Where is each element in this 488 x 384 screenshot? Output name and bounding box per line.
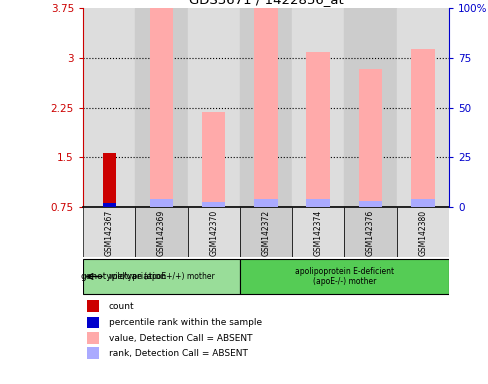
Bar: [240, 8, 292, 207]
Bar: [359, 201, 382, 207]
Text: GSM142369: GSM142369: [157, 210, 166, 256]
Bar: [306, 51, 330, 207]
Bar: [187, 207, 240, 257]
Bar: [411, 199, 435, 207]
Text: rank, Detection Call = ABSENT: rank, Detection Call = ABSENT: [109, 349, 247, 358]
Bar: [83, 259, 240, 294]
Text: percentile rank within the sample: percentile rank within the sample: [109, 318, 262, 327]
Bar: [397, 8, 449, 207]
Bar: [83, 207, 135, 257]
Bar: [345, 207, 397, 257]
Text: GSM142380: GSM142380: [418, 210, 427, 256]
Text: genotype/variation: genotype/variation: [81, 272, 166, 281]
Text: GSM142367: GSM142367: [104, 210, 114, 256]
Bar: [87, 300, 100, 312]
Bar: [83, 8, 135, 207]
Bar: [254, 199, 278, 207]
Text: value, Detection Call = ABSENT: value, Detection Call = ABSENT: [109, 334, 252, 343]
Bar: [187, 8, 240, 207]
Title: GDS3671 / 1422856_at: GDS3671 / 1422856_at: [188, 0, 344, 7]
Bar: [102, 154, 116, 207]
Bar: [87, 347, 100, 359]
Bar: [240, 259, 449, 294]
Text: apolipoprotein E-deficient
(apoE-/-) mother: apolipoprotein E-deficient (apoE-/-) mot…: [295, 267, 394, 286]
Bar: [345, 8, 397, 207]
Bar: [397, 207, 449, 257]
Bar: [135, 207, 187, 257]
Bar: [292, 207, 345, 257]
Text: count: count: [109, 301, 134, 311]
Bar: [135, 8, 187, 207]
Bar: [359, 69, 382, 207]
Bar: [150, 199, 173, 207]
Text: GSM142370: GSM142370: [209, 210, 218, 256]
Bar: [202, 202, 225, 207]
Bar: [87, 316, 100, 328]
Text: GSM142374: GSM142374: [314, 210, 323, 256]
Bar: [102, 203, 116, 207]
Bar: [202, 111, 225, 207]
Bar: [254, 0, 278, 207]
Bar: [411, 49, 435, 207]
Text: wildtype (apoE+/+) mother: wildtype (apoE+/+) mother: [108, 272, 214, 281]
Bar: [87, 332, 100, 344]
Bar: [240, 207, 292, 257]
Bar: [150, 0, 173, 207]
Text: GSM142376: GSM142376: [366, 210, 375, 256]
Text: GSM142372: GSM142372: [262, 210, 270, 256]
Bar: [306, 199, 330, 207]
Bar: [292, 8, 345, 207]
